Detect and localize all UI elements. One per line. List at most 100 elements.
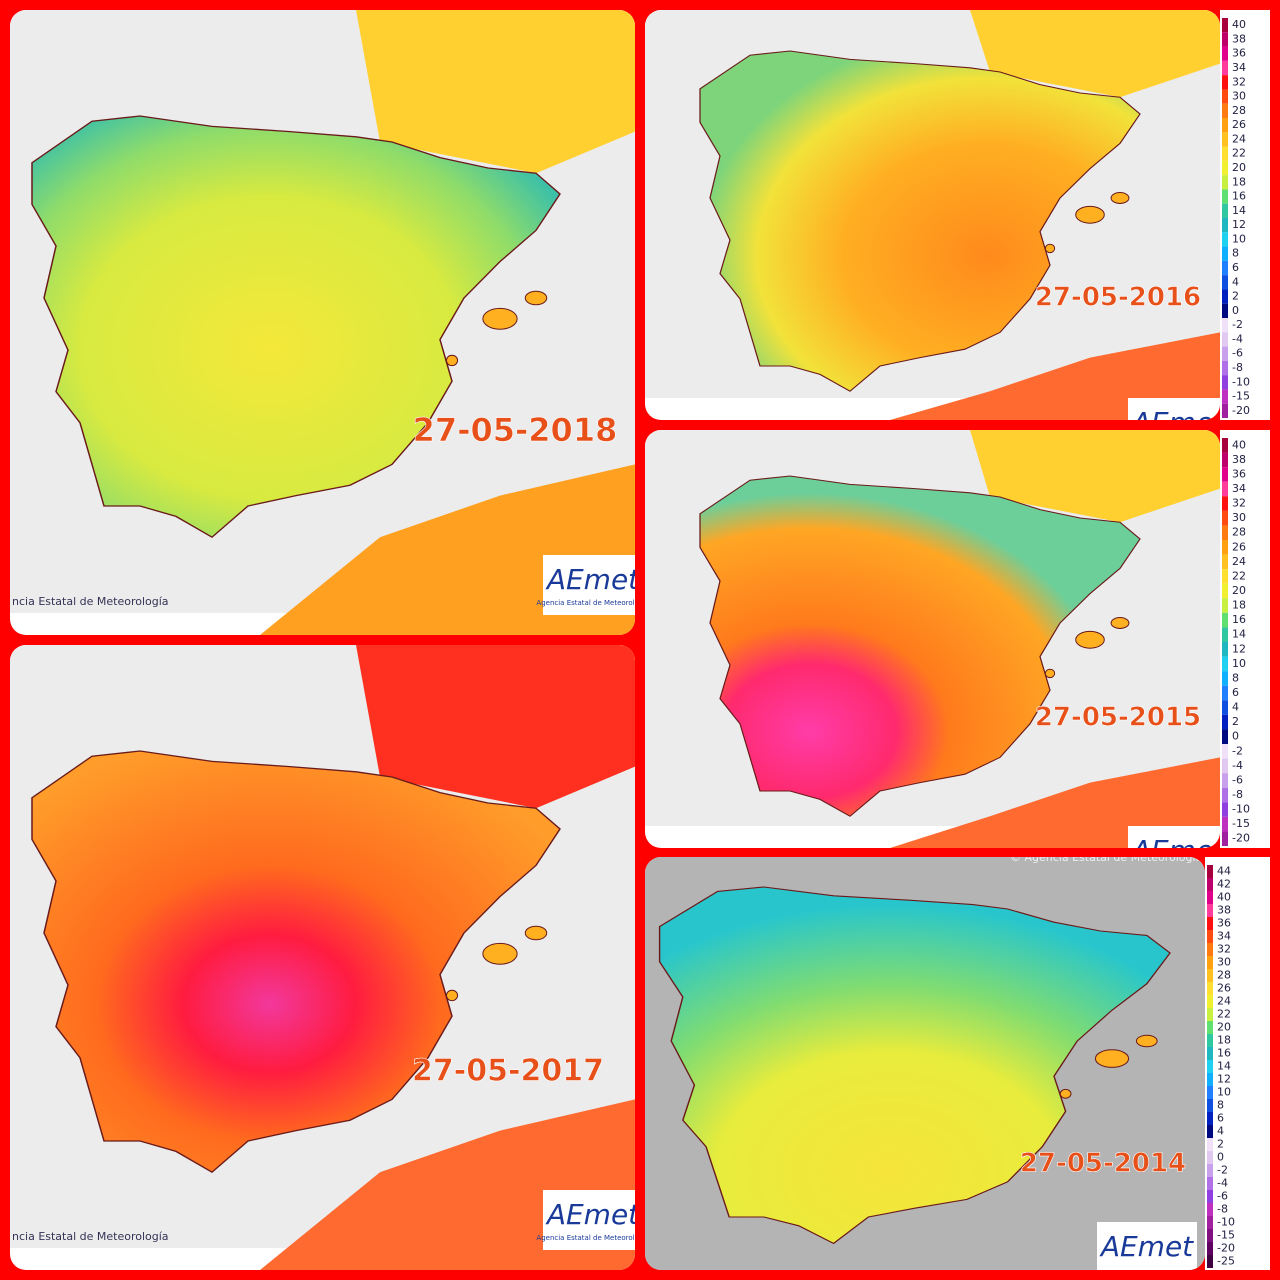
legend-label: -2: [1217, 1164, 1228, 1177]
legend-bg: [1220, 10, 1270, 420]
balearic-island: [482, 942, 518, 965]
balearic-island: [445, 989, 459, 1002]
legend-swatch: [1222, 246, 1228, 261]
balearic-island: [482, 307, 518, 330]
iberia: [699, 50, 1141, 392]
legend-swatch: [1222, 260, 1228, 276]
legend-label: 6: [1217, 1112, 1224, 1125]
balearic-island: [1059, 1088, 1072, 1099]
legend-label: -8: [1217, 1203, 1228, 1216]
legend-label: 8: [1232, 671, 1239, 684]
legend-label: 34: [1232, 482, 1246, 495]
legend-label: 24: [1217, 995, 1231, 1008]
balearic-island: [524, 925, 548, 941]
legend-swatch: [1222, 627, 1228, 642]
legend-swatch: [1222, 729, 1228, 744]
legend-label: 18: [1232, 599, 1246, 612]
legend-label: -10: [1217, 1216, 1235, 1229]
legend-label: 32: [1232, 75, 1246, 88]
logo: AEmet: [1099, 1230, 1194, 1263]
legend-label: 20: [1232, 584, 1246, 597]
legend-swatch: [1222, 685, 1228, 701]
legend-swatch: [1222, 89, 1228, 104]
balearic-island: [1110, 192, 1130, 204]
legend-label: -15: [1217, 1229, 1235, 1242]
legend-swatch: [1222, 540, 1228, 555]
date-label: 27-05-2018: [413, 411, 618, 449]
legend-label: -4: [1232, 332, 1243, 345]
legend-label: 4: [1217, 1125, 1224, 1138]
legend-label: 28: [1217, 969, 1231, 982]
legend-swatch: [1222, 598, 1228, 613]
legend-swatch: [1222, 481, 1228, 497]
legend-swatch: [1207, 904, 1213, 917]
legend-label: 16: [1232, 613, 1246, 626]
legend-swatch: [1207, 917, 1213, 930]
legend-label: -6: [1232, 773, 1243, 786]
date-label: 27-05-2014: [1020, 1149, 1186, 1179]
balearic-island: [524, 290, 548, 306]
legend-swatch: [1222, 132, 1228, 147]
legend-label: 8: [1232, 247, 1239, 260]
logo-box: [1097, 1222, 1197, 1270]
legend-label: 12: [1217, 1073, 1231, 1086]
legend-swatch: [1222, 189, 1228, 204]
legend-label: 24: [1232, 132, 1246, 145]
legend-swatch: [1222, 773, 1228, 788]
legend-swatch: [1222, 569, 1228, 584]
legend-label: 40: [1232, 438, 1246, 451]
map-panel: ncia Estatal de Meteorología AEmet Agencia…: [10, 10, 649, 635]
legend-swatch: [1222, 60, 1228, 76]
legend-swatch: [1207, 982, 1213, 995]
france: [970, 430, 1220, 523]
legend-label: 2: [1232, 715, 1239, 728]
legend-swatch: [1222, 816, 1228, 832]
legend-swatch: [1222, 146, 1228, 161]
logo-subtitle: Agencia Estatal de Meteorología: [536, 599, 649, 607]
legend-label: 26: [1232, 118, 1246, 131]
legend-swatch: [1222, 831, 1228, 846]
legend-label: 44: [1217, 865, 1231, 878]
legend-swatch: [1207, 1138, 1213, 1151]
legend-swatch: [1207, 1203, 1213, 1216]
legend-swatch: [1207, 1073, 1213, 1086]
legend-swatch: [1222, 18, 1228, 33]
legend-label: -10: [1232, 803, 1250, 816]
logo-box: [1128, 398, 1220, 420]
date-label: 27-05-2016: [1035, 283, 1201, 313]
legend-swatch: [1207, 891, 1213, 904]
legend-label: -6: [1232, 347, 1243, 360]
legend-swatch: [1222, 46, 1228, 61]
legend-swatch: [1207, 1177, 1213, 1190]
legend-swatch: [1207, 969, 1213, 982]
legend-label: -4: [1232, 759, 1243, 772]
legend-swatch: [1222, 332, 1228, 347]
legend-swatch: [1222, 218, 1228, 233]
legend-label: -20: [1232, 832, 1250, 845]
legend-label: 10: [1217, 1086, 1231, 1099]
credit: ncia Estatal de Meteorología: [12, 595, 169, 608]
legend-swatch: [1207, 1242, 1213, 1255]
legend-label: 34: [1217, 930, 1231, 943]
legend-label: -10: [1232, 375, 1250, 388]
legend-label: 28: [1232, 526, 1246, 539]
legend-label: 38: [1232, 32, 1246, 45]
legend-swatch: [1207, 878, 1213, 891]
legend-label: 2: [1232, 290, 1239, 303]
logo-box: [1128, 826, 1220, 848]
logo: AEmet: [1130, 834, 1225, 867]
legend-swatch: [1222, 75, 1228, 90]
legend-swatch: [1207, 1086, 1213, 1099]
iberia: [31, 750, 561, 1174]
map-area: AEmet 27-05-2015: [645, 430, 1225, 867]
legend-label: 14: [1232, 204, 1246, 217]
balearic-island: [445, 354, 459, 367]
legend-label: 14: [1232, 628, 1246, 641]
legend-label: -25: [1217, 1255, 1235, 1268]
africa: [260, 464, 635, 635]
credit: © Agencia Estatal de Meteorología: [1010, 851, 1202, 864]
legend-label: 40: [1232, 18, 1246, 31]
legend-bg: [1220, 430, 1270, 848]
legend-label: 6: [1232, 686, 1239, 699]
